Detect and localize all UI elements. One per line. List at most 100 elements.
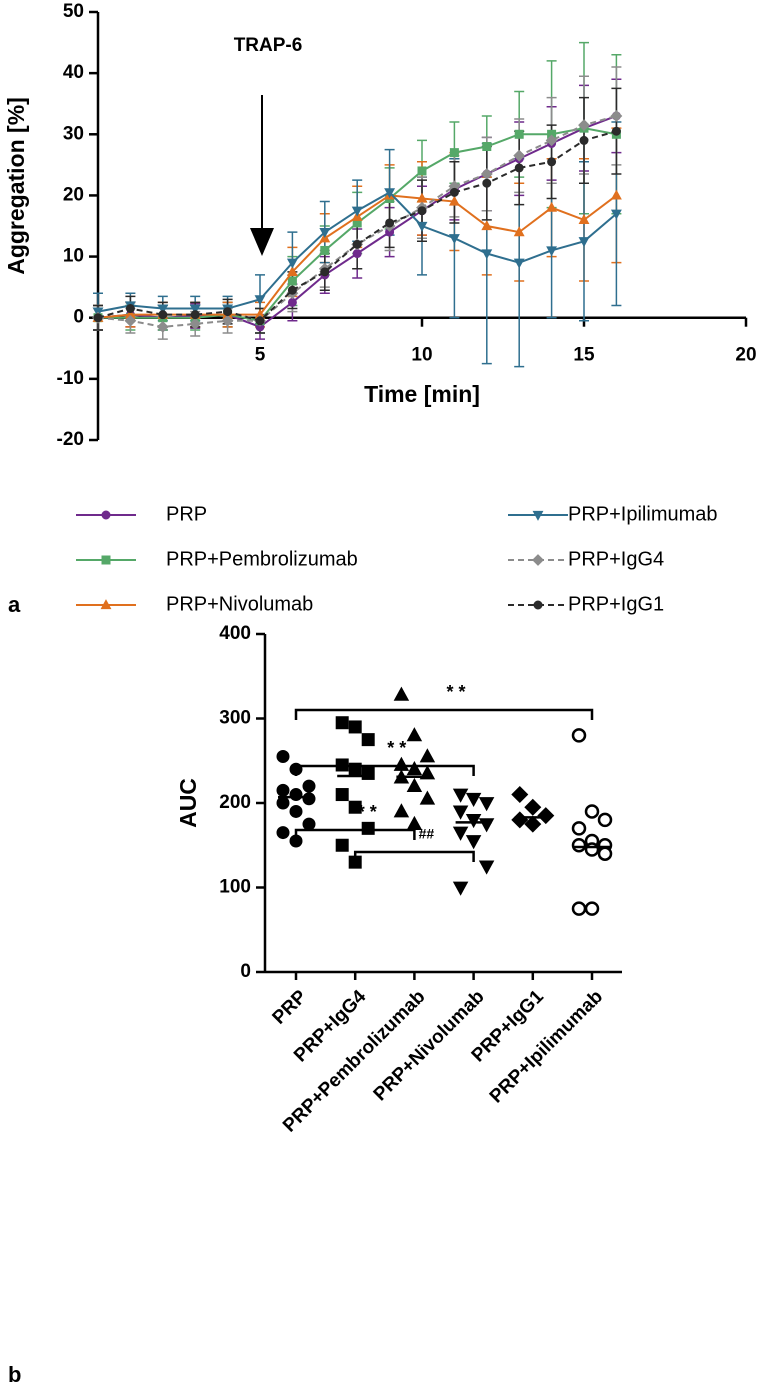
marker [406,777,423,792]
x-tick-label: 10 [411,345,432,366]
marker [571,838,587,853]
annotation: TRAP-6 [234,35,303,56]
marker [289,804,303,818]
marker [546,201,558,212]
y-tick-label: 0 [73,307,84,328]
marker [255,316,265,326]
marker [100,599,112,610]
marker [289,788,303,802]
legend-label: PRP+IgG1 [568,593,664,615]
marker [449,187,459,197]
marker [452,788,469,803]
marker [320,245,330,255]
x-tick-label: 15 [573,345,595,366]
marker [579,135,589,145]
marker [610,209,622,220]
marker [361,766,375,780]
marker [514,129,524,139]
marker [158,310,168,320]
marker [597,812,613,828]
marker [547,157,557,167]
marker [276,796,290,810]
marker [393,686,410,701]
y-tick-label: 30 [63,123,84,144]
y-tick-label: 0 [240,961,251,982]
y-tick-label: 400 [219,623,251,644]
bracket [294,764,475,776]
marker [276,750,290,764]
marker [352,239,362,249]
marker [514,163,524,173]
marker [417,166,427,176]
marker [361,733,375,747]
marker [465,792,482,808]
marker [578,214,590,224]
y-tick-label: -20 [57,429,84,450]
panel-label: a [8,592,21,617]
marker [302,817,316,831]
marker [406,760,423,776]
marker [597,846,613,861]
marker [584,901,600,916]
marker [254,295,266,306]
marker [578,119,590,132]
marker [482,178,492,188]
marker [385,218,395,228]
arrow-head [250,228,274,256]
bracket-label: ## [419,826,435,842]
marker [511,786,529,804]
marker [302,792,316,806]
marker [478,818,495,833]
bracket-label: * * [446,682,465,702]
bracket [294,828,416,840]
marker [448,195,460,206]
marker [156,320,169,333]
marker [223,307,233,317]
bracket [294,708,594,720]
y-tick-label: 10 [63,246,84,267]
marker [578,237,590,248]
marker [276,826,290,840]
marker [419,790,436,805]
marker [287,276,297,286]
y-tick-label: 100 [219,877,251,898]
y-tick-label: 200 [219,792,251,813]
marker [448,234,460,245]
marker [584,804,600,819]
x-tick-label: 20 [735,345,756,366]
x-tick-label: PRP+Ipilimumab [486,986,607,1107]
marker [416,221,428,232]
legend-label: PRP+Pembrolizumab [166,548,358,570]
marker [319,228,331,238]
marker [352,249,362,259]
marker [610,189,622,200]
marker [393,803,410,818]
legend-label: PRP+Nivolumab [166,593,313,615]
marker [571,901,587,916]
marker [286,258,298,269]
bracket [353,850,475,862]
marker [545,134,558,147]
y-tick-label: 20 [63,184,84,205]
marker [513,226,525,237]
marker [384,188,396,199]
marker [335,838,349,852]
marker [452,826,469,841]
marker [465,814,482,829]
marker [449,148,459,158]
marker [93,313,103,323]
marker [482,142,492,152]
marker [513,258,525,269]
marker [571,728,587,743]
marker [524,815,542,833]
marker [478,860,495,875]
marker [417,206,427,216]
marker [101,555,111,565]
marker [611,126,621,136]
marker [533,600,543,610]
marker [287,297,297,307]
bracket-label: * * [358,802,377,822]
marker [361,821,375,835]
marker [348,800,362,814]
